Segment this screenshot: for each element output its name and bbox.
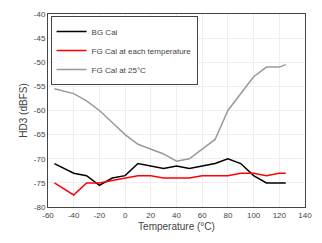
svg-text:FG Cal at each temperature: FG Cal at each temperature xyxy=(92,47,192,56)
svg-text:20: 20 xyxy=(146,211,155,220)
svg-text:-75: -75 xyxy=(34,179,46,188)
svg-text:-70: -70 xyxy=(34,155,46,164)
svg-text:-80: -80 xyxy=(34,203,46,212)
svg-text:-60: -60 xyxy=(42,211,54,220)
svg-text:-45: -45 xyxy=(34,34,46,43)
svg-text:Temperature (°C): Temperature (°C) xyxy=(138,221,215,232)
svg-text:60: 60 xyxy=(198,211,207,220)
svg-text:-40: -40 xyxy=(68,211,80,220)
svg-text:FG Cal at 25°C: FG Cal at 25°C xyxy=(92,66,147,75)
svg-text:120: 120 xyxy=(273,211,287,220)
svg-text:-40: -40 xyxy=(34,10,46,19)
svg-text:-60: -60 xyxy=(34,106,46,115)
svg-text:80: 80 xyxy=(223,211,232,220)
svg-text:100: 100 xyxy=(247,211,261,220)
svg-text:-20: -20 xyxy=(94,211,106,220)
svg-text:-50: -50 xyxy=(34,58,46,67)
svg-text:-55: -55 xyxy=(34,82,46,91)
svg-text:BG Cal: BG Cal xyxy=(92,28,118,37)
svg-text:40: 40 xyxy=(172,211,181,220)
svg-text:140: 140 xyxy=(298,211,312,220)
svg-text:-65: -65 xyxy=(34,130,46,139)
svg-text:HD3 (dBFS): HD3 (dBFS) xyxy=(18,83,29,137)
svg-text:0: 0 xyxy=(123,211,128,220)
